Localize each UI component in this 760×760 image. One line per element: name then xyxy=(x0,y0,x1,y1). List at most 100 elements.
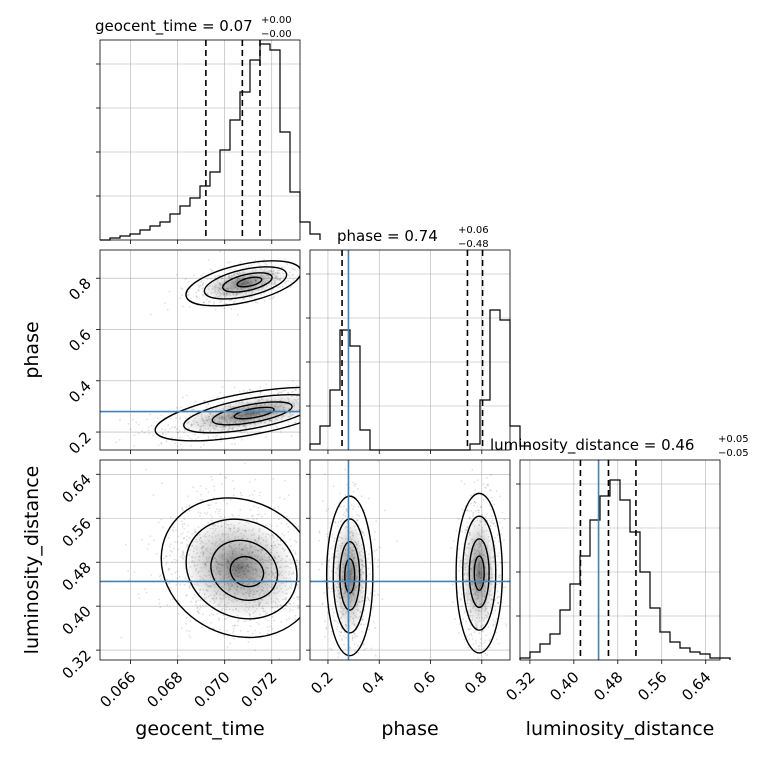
sample-point xyxy=(129,428,132,431)
sample-point xyxy=(209,300,212,303)
sample-point xyxy=(146,548,149,550)
sample-point xyxy=(180,406,182,408)
sample-point xyxy=(180,533,183,536)
sample-point xyxy=(341,387,343,389)
sample-point xyxy=(241,267,244,269)
sample-point xyxy=(315,398,317,400)
sample-point xyxy=(305,635,307,637)
sample-point xyxy=(336,621,339,623)
sample-point xyxy=(311,599,313,601)
sample-point xyxy=(317,396,319,398)
sample-point xyxy=(186,629,188,632)
sample-point xyxy=(460,586,462,589)
sample-point xyxy=(181,523,184,526)
sample-point xyxy=(465,529,467,531)
sample-point xyxy=(293,597,295,600)
sample-point xyxy=(215,434,217,437)
sample-point xyxy=(284,607,287,610)
sample-point xyxy=(242,620,245,623)
sample-point xyxy=(269,523,271,526)
sample-point xyxy=(210,475,213,478)
sample-point xyxy=(166,578,169,581)
sample-point xyxy=(312,600,314,602)
sample-point xyxy=(259,264,261,267)
sample-point xyxy=(489,474,492,476)
sample-point xyxy=(452,540,455,542)
sample-point xyxy=(218,510,221,513)
sample-point xyxy=(284,389,286,392)
sample-point xyxy=(346,509,348,511)
sample-point xyxy=(495,631,498,634)
y-tick-label: 0.2 xyxy=(65,428,95,458)
sample-point xyxy=(181,506,184,509)
title-geocent-time: geocent_time = 0.07 xyxy=(95,17,253,36)
sample-point xyxy=(331,583,333,585)
contour-line xyxy=(185,260,300,307)
sample-point xyxy=(166,604,169,606)
sample-point xyxy=(341,663,343,665)
sample-point xyxy=(249,388,252,391)
sample-point xyxy=(127,423,130,425)
sample-point xyxy=(370,647,373,650)
sample-point xyxy=(312,415,314,417)
sample-point xyxy=(332,611,335,614)
sample-point xyxy=(185,506,188,509)
sample-point xyxy=(251,515,254,517)
sample-point xyxy=(185,594,188,597)
contour-line xyxy=(462,515,497,631)
sample-point xyxy=(352,490,355,493)
sample-point xyxy=(144,588,147,591)
sample-point xyxy=(332,402,334,404)
sample-point xyxy=(185,594,188,596)
sample-point xyxy=(287,273,290,276)
sample-point xyxy=(332,485,335,488)
sample-point xyxy=(285,523,288,526)
sample-point xyxy=(494,536,497,539)
sample-point xyxy=(291,274,294,277)
sample-point xyxy=(315,408,317,410)
sample-point xyxy=(159,578,162,580)
sample-point xyxy=(351,508,354,510)
sample-point xyxy=(188,630,191,633)
sample-point xyxy=(207,435,210,438)
sample-point xyxy=(197,283,200,286)
sample-point xyxy=(467,628,470,631)
y-tick-label: 0.4 xyxy=(65,377,95,407)
sample-point xyxy=(351,679,353,681)
density-distance-vs-phase xyxy=(306,459,511,681)
sample-point xyxy=(482,498,485,501)
sample-point xyxy=(239,629,242,632)
sample-point xyxy=(249,625,252,628)
sample-point xyxy=(165,555,168,557)
sample-point xyxy=(146,418,148,421)
sample-point xyxy=(365,647,368,650)
sample-point xyxy=(198,612,201,614)
sample-point xyxy=(492,624,495,627)
sample-point xyxy=(301,418,303,420)
sample-point xyxy=(321,418,323,420)
sample-point xyxy=(287,494,290,497)
sample-point xyxy=(495,638,498,641)
sample-point xyxy=(494,525,497,527)
sample-point xyxy=(361,631,363,633)
sample-point xyxy=(377,565,379,568)
histogram-phase xyxy=(306,249,531,454)
density-phase-vs-geocent-time xyxy=(96,249,343,454)
sample-point xyxy=(127,570,129,572)
sample-point xyxy=(457,518,460,520)
sample-point xyxy=(304,586,306,588)
sample-point xyxy=(331,270,333,272)
sample-point xyxy=(458,556,461,559)
title-luminosity-distance-minus: −0.05 xyxy=(718,448,749,459)
sample-point xyxy=(185,394,188,397)
sample-point xyxy=(187,531,190,533)
sample-point xyxy=(294,389,297,391)
sample-point xyxy=(176,431,179,434)
sample-point xyxy=(210,270,213,272)
sample-point xyxy=(209,268,212,271)
sample-point xyxy=(223,395,225,397)
sample-point xyxy=(251,515,253,517)
sample-point xyxy=(375,549,378,551)
sample-point xyxy=(313,406,315,408)
sample-point xyxy=(478,647,480,650)
